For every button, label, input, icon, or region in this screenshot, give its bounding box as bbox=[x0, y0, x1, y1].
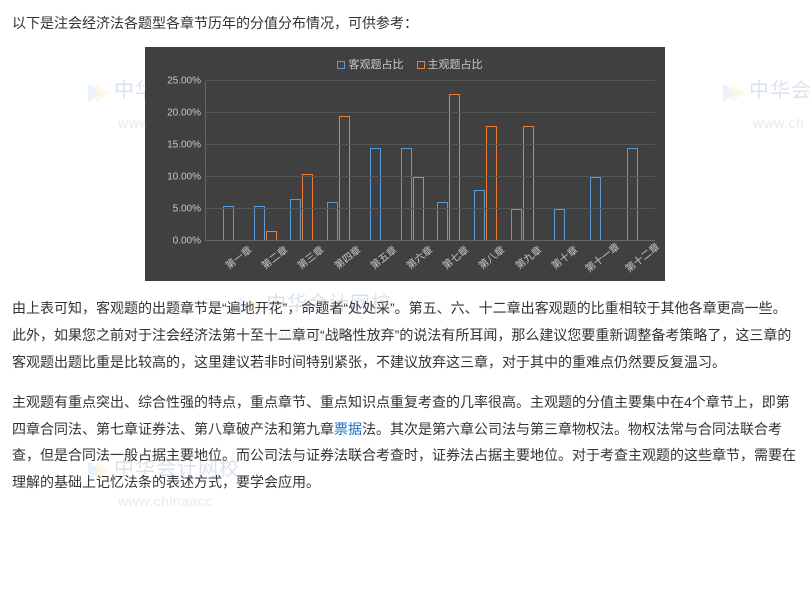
plot-grid bbox=[205, 81, 655, 241]
bar-objective bbox=[401, 148, 412, 240]
bar-group bbox=[541, 81, 578, 240]
bar-objective bbox=[474, 190, 485, 241]
legend-label: 客观题占比 bbox=[348, 59, 403, 71]
y-tick-label: 5.00% bbox=[173, 200, 201, 219]
bar-group bbox=[357, 81, 394, 240]
paragraph-1: 由上表可知，客观题的出题章节是“遍地开花”，命题者“处处采”。第五、六、十二章出… bbox=[12, 295, 798, 375]
bar-objective bbox=[223, 206, 234, 241]
bar-group bbox=[247, 81, 284, 240]
x-axis: 第一章第二章第三章第四章第五章第六章第七章第八章第九章第十章第十一章第十二章 bbox=[205, 241, 655, 277]
gridline bbox=[206, 208, 655, 209]
bar-group bbox=[614, 81, 651, 240]
bars-container bbox=[206, 81, 655, 240]
bar-group bbox=[467, 81, 504, 240]
bar-group bbox=[431, 81, 468, 240]
watermark: 中华会 www.ch bbox=[723, 72, 810, 137]
bar-objective bbox=[290, 199, 301, 240]
y-tick-label: 25.00% bbox=[167, 72, 201, 91]
score-distribution-chart: 客观题占比 主观题占比 0.00% 5.00% 10.00% 15.00% 20.00%… bbox=[145, 47, 665, 282]
paragraph-2: 主观题有重点突出、综合性强的特点，重点章节、重点知识点重复考查的几率很高。主观题… bbox=[12, 389, 798, 495]
gridline bbox=[206, 80, 655, 81]
legend-swatch-subjective bbox=[417, 61, 425, 69]
link-piaoju[interactable]: 票据 bbox=[334, 421, 362, 437]
bar-subjective bbox=[339, 116, 350, 240]
y-tick-label: 20.00% bbox=[167, 104, 201, 123]
gridline bbox=[206, 144, 655, 145]
bar-group bbox=[578, 81, 615, 240]
bar-group bbox=[504, 81, 541, 240]
chart-legend: 客观题占比 主观题占比 bbox=[155, 55, 655, 76]
gridline bbox=[206, 176, 655, 177]
bar-objective bbox=[627, 148, 638, 240]
legend-label: 主观题占比 bbox=[428, 59, 483, 71]
gridline bbox=[206, 112, 655, 113]
bar-objective bbox=[511, 209, 522, 241]
bar-group bbox=[284, 81, 321, 240]
bar-subjective bbox=[449, 94, 460, 240]
bar-group bbox=[320, 81, 357, 240]
y-tick-label: 0.00% bbox=[173, 232, 201, 251]
y-tick-label: 10.00% bbox=[167, 168, 201, 187]
bar-group bbox=[394, 81, 431, 240]
y-axis: 0.00%5.00%10.00%15.00%20.00%25.00% bbox=[155, 81, 205, 241]
legend-swatch-objective bbox=[337, 61, 345, 69]
y-tick-label: 15.00% bbox=[167, 136, 201, 155]
bar-objective bbox=[254, 206, 265, 241]
intro-text: 以下是注会经济法各题型各章节历年的分值分布情况，可供参考： bbox=[12, 10, 798, 37]
bar-group bbox=[210, 81, 247, 240]
bar-objective bbox=[370, 148, 381, 240]
bar-objective bbox=[590, 177, 601, 241]
